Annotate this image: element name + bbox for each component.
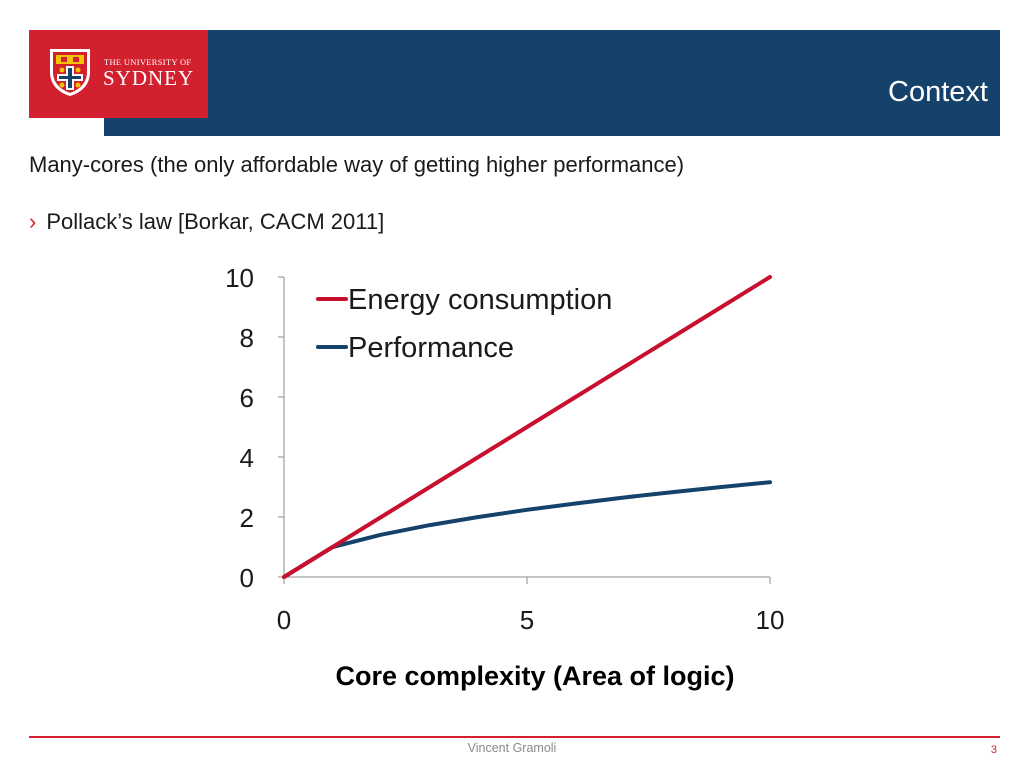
footer-divider xyxy=(29,736,1000,738)
x-tick-label: 5 xyxy=(520,605,534,635)
pollack-law-chart: 0 2 4 6 8 10 0 5 10 Core complexity (Area of logi… xyxy=(225,263,785,691)
slide-title: Context xyxy=(888,76,988,108)
x-axis-title: Core complexity (Area of logic) xyxy=(335,661,734,691)
x-tick-label: 10 xyxy=(756,605,785,635)
bullet-text: Pollack’s law [Borkar, CACM 2011] xyxy=(46,209,385,234)
bullet-arrow-icon: › xyxy=(29,209,37,234)
x-tick-label: 0 xyxy=(277,605,291,635)
series-line-performance xyxy=(282,480,772,579)
page-number: 3 xyxy=(990,744,997,756)
logo-text-small: THE UNIVERSITY OF xyxy=(104,57,192,67)
y-tick-label: 8 xyxy=(240,323,254,353)
bullet-item: › Pollack’s law [Borkar, CACM 2011] xyxy=(29,209,384,235)
y-tick-label: 6 xyxy=(240,383,254,413)
y-tick-label: 0 xyxy=(240,563,254,593)
slide-heading: Many-cores (the only affordable way of g… xyxy=(29,152,685,177)
series-line-energy-consumption xyxy=(282,275,772,579)
legend-label-energy-consumption: Energy consumption xyxy=(348,284,612,316)
y-tick-label: 4 xyxy=(240,443,254,473)
y-tick-label: 2 xyxy=(240,503,254,533)
y-tick-label: 10 xyxy=(225,263,254,293)
footer-author: Vincent Gramoli xyxy=(467,741,557,755)
logo-text-large: SYDNEY xyxy=(103,66,195,90)
university-logo: THE UNIVERSITY OF SYDNEY xyxy=(29,30,208,118)
legend-label-performance: Performance xyxy=(348,332,514,364)
header-bar xyxy=(104,30,1000,136)
crest-icon xyxy=(50,49,90,96)
